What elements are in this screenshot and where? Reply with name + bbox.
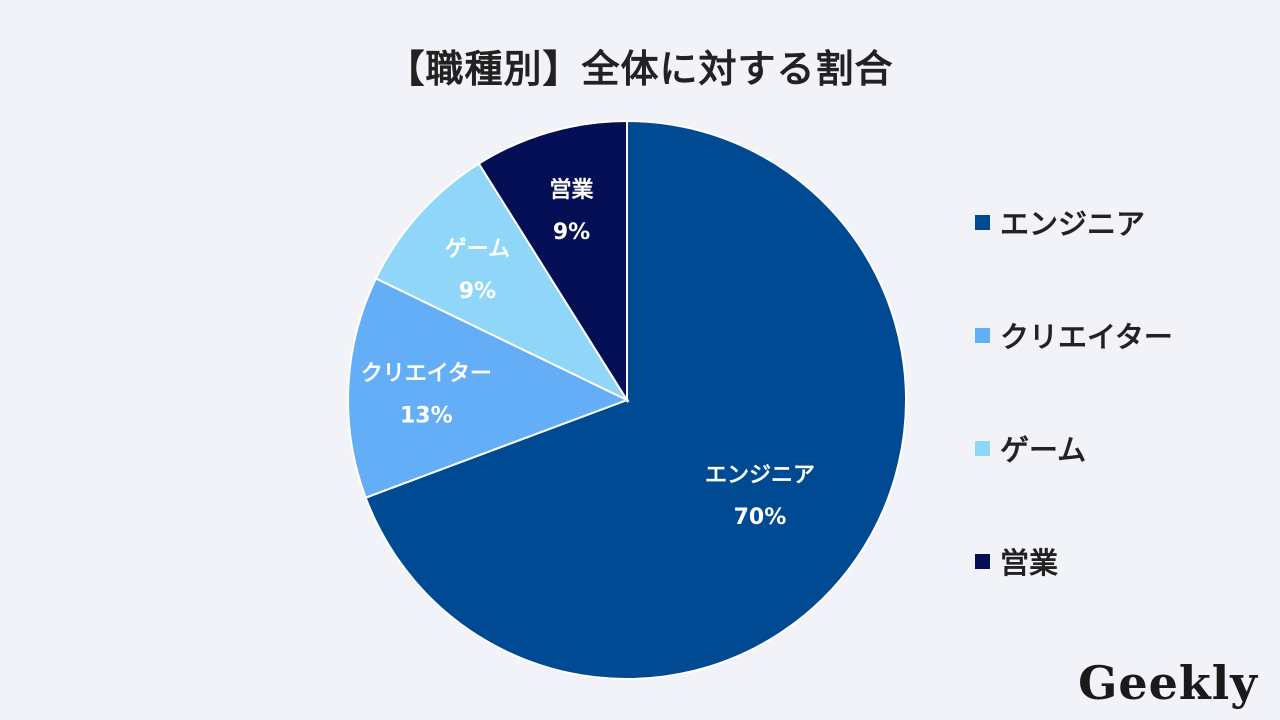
pie-slice-game: [374, 162, 630, 403]
slice-value-engineer: 70%: [734, 505, 787, 530]
slice-label-creator: クリエイター: [361, 362, 492, 387]
legend-label-engineer: エンジニア: [1000, 207, 1146, 241]
slice-value-creator: 13%: [400, 404, 453, 429]
pie-slice-engineer: [364, 119, 907, 680]
legend-swatch-sales: [975, 553, 990, 569]
legend-label-creator: クリエイター: [1000, 320, 1173, 354]
slice-value-game: 9%: [459, 279, 496, 304]
slice-label-engineer: エンジニア: [705, 463, 815, 488]
chart-title: 【職種別】全体に対する割合: [386, 47, 894, 91]
legend-label-game: ゲーム: [1000, 433, 1087, 467]
legend-swatch-creator: [975, 327, 990, 343]
slice-label-game: ゲーム: [445, 237, 510, 262]
legend-swatch-game: [975, 440, 990, 456]
pie-slice-creator: [347, 277, 630, 499]
slice-value-sales: 9%: [553, 220, 590, 245]
brand-logo: Geekly: [1078, 656, 1258, 710]
legend-label-sales: 営業: [1000, 546, 1059, 580]
legend-item-engineer: エンジニア: [975, 200, 1145, 244]
legend-item-sales: 営業: [975, 539, 1058, 583]
legend-item-creator: クリエイター: [975, 313, 1173, 357]
legend-swatch-engineer: [975, 214, 990, 230]
legend-item-game: ゲーム: [975, 426, 1086, 470]
pie-slice-sales: [477, 119, 628, 404]
slice-label-sales: 営業: [549, 177, 594, 203]
